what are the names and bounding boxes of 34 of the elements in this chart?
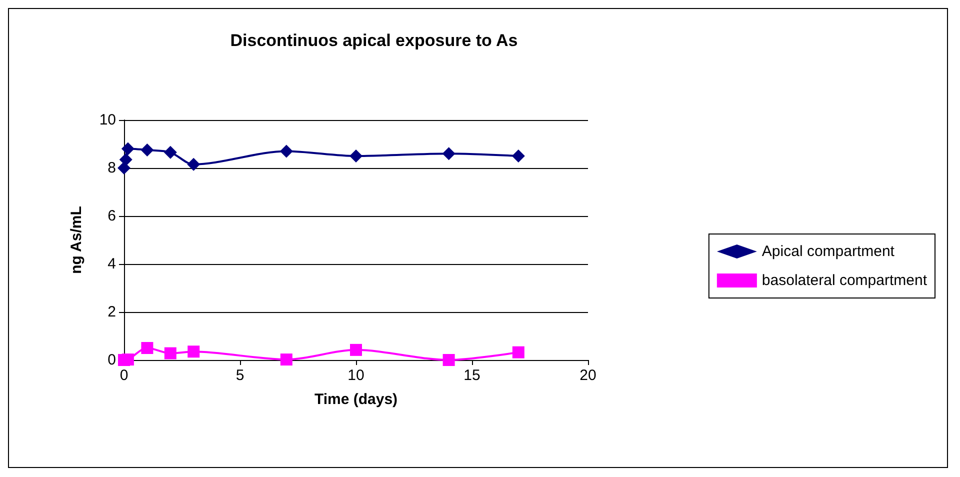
- point: [188, 346, 200, 358]
- y-tick-label: 6: [108, 208, 116, 224]
- point: [280, 354, 292, 366]
- y-tick-label: 8: [108, 160, 116, 176]
- y-axis-title: ng As/mL: [68, 206, 85, 274]
- point: [122, 354, 134, 366]
- x-tick-label: 10: [348, 367, 364, 384]
- y-tick-label: 10: [99, 112, 116, 128]
- point: [442, 354, 455, 366]
- y-tick-label: 4: [108, 256, 116, 272]
- point: [140, 144, 154, 156]
- x-axis-title: Time (days): [314, 391, 398, 408]
- x-tick-label: 0: [120, 367, 128, 384]
- x-tick-label: 15: [464, 367, 480, 384]
- x-tick-label: 5: [236, 367, 244, 384]
- point: [512, 346, 524, 358]
- point: [164, 347, 176, 360]
- y-tick-label: 0: [108, 352, 116, 368]
- point: [119, 153, 132, 166]
- point: [350, 344, 362, 356]
- point: [280, 144, 293, 158]
- x-tick-label: 20: [580, 367, 596, 384]
- legend-label: Apical compartment: [762, 243, 896, 260]
- point: [187, 158, 200, 171]
- point: [141, 342, 154, 354]
- point: [442, 147, 456, 160]
- point: [121, 142, 134, 156]
- point: [350, 150, 362, 162]
- legend-label: basolateral compartment: [762, 272, 928, 289]
- chart-title: Discontinuos apical exposure to As: [230, 31, 518, 50]
- point: [164, 146, 177, 159]
- y-tick-label: 2: [108, 304, 116, 320]
- point: [512, 150, 525, 162]
- point: [118, 162, 130, 174]
